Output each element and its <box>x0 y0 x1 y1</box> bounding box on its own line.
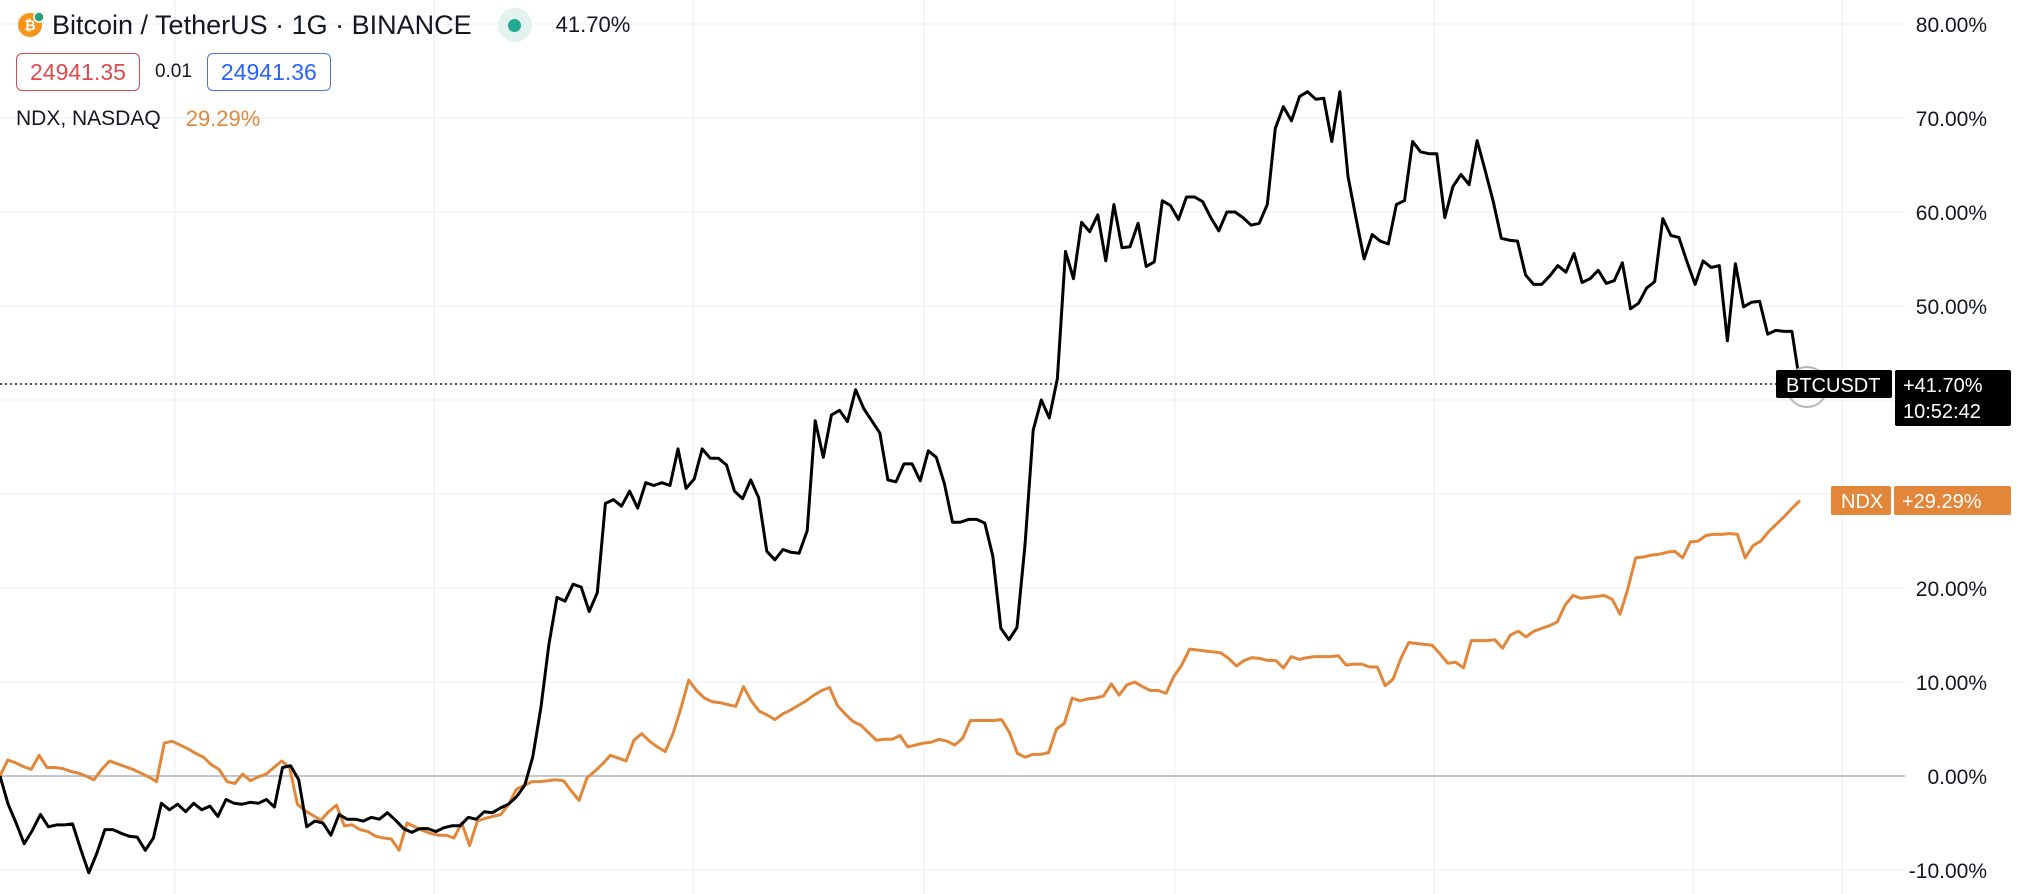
sell-price-button[interactable]: 24941.35 <box>16 53 140 91</box>
buy-price-button[interactable]: 24941.36 <box>206 53 331 91</box>
y-axis-tick-label: 50.00% <box>1916 296 1987 319</box>
btcusdt-axis-tag: BTCUSDT +41.70% 10:52:42 <box>1776 370 2011 426</box>
ndx-tag-label: NDX <box>1841 491 1883 513</box>
trade-prices-row: 24941.35 0.01 24941.36 <box>16 52 630 92</box>
y-axis-tick-label: 80.00% <box>1916 14 1987 37</box>
y-axis-tick-label: 0.00% <box>1927 766 1987 789</box>
market-open-dot-icon <box>508 18 522 32</box>
symbol-title: Bitcoin / TetherUS · 1G · BINANCE <box>52 9 472 40</box>
compare-symbol-name: NDX, NASDAQ <box>16 107 161 130</box>
main-symbol-row[interactable]: ₿ Bitcoin / TetherUS · 1G · BINANCE 41.7… <box>16 8 630 42</box>
y-axis-tick-label: 10.00% <box>1916 672 1987 695</box>
ndx-axis-tag: NDX +29.29% <box>1831 486 2011 515</box>
btcusdt-tag-countdown: 10:52:42 <box>1903 401 1981 423</box>
y-axis-tick-label: 20.00% <box>1916 578 1987 601</box>
y-axis-tick-label: 60.00% <box>1916 202 1987 225</box>
price-axis[interactable]: 80.00%70.00%60.00%50.00%40.00%30.00%20.0… <box>1909 14 1987 883</box>
y-axis-tick-label: -10.00% <box>1909 860 1987 883</box>
market-status-indicator[interactable] <box>497 8 532 42</box>
compare-change-percent: 29.29% <box>185 106 261 131</box>
spread-value: 0.01 <box>154 61 192 82</box>
y-axis-tick-label: 70.00% <box>1916 108 1987 131</box>
chart-legend: ₿ Bitcoin / TetherUS · 1G · BINANCE 41.7… <box>16 8 630 136</box>
main-change-percent: 41.70% <box>555 12 631 37</box>
btcusdt-series-line[interactable] <box>0 90 1802 875</box>
compare-symbol-row[interactable]: NDX, NASDAQ 29.29% <box>16 102 630 136</box>
svg-text:₿: ₿ <box>24 18 35 34</box>
btcusdt-tag-value: +41.70% <box>1903 375 1983 397</box>
ndx-series-line[interactable] <box>0 499 1802 852</box>
ndx-tag-value: +29.29% <box>1902 491 1982 513</box>
btcusdt-tag-label: BTCUSDT <box>1786 375 1880 397</box>
bitcoin-logo-icon: ₿ <box>18 11 44 37</box>
